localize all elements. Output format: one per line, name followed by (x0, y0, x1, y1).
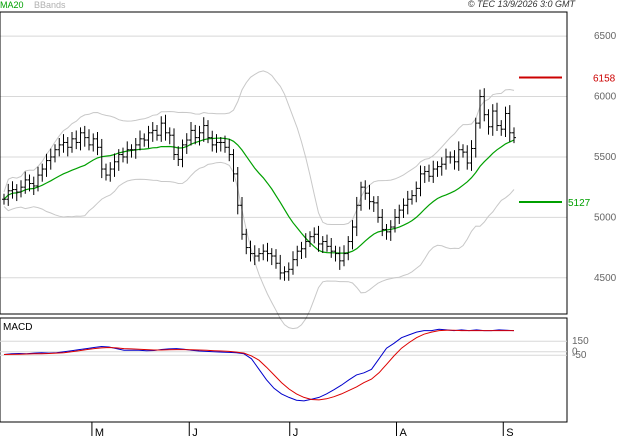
macd-line (3, 328, 515, 402)
grid-layer (0, 35, 567, 279)
moving-average-layer (3, 137, 515, 254)
price-y-tick-label: 4500 (594, 273, 617, 284)
price-y-tick-label: 5000 (594, 212, 617, 223)
x-axis-tick-label: J (293, 427, 299, 439)
legend-ma20: MA20 (0, 0, 24, 10)
macd-signal-line (3, 329, 514, 401)
macd-y-tick-label: 150 (572, 336, 589, 347)
support-level-label: 5127 (568, 198, 591, 209)
x-axis-tick-label: S (506, 427, 513, 439)
bollinger-lower-line (3, 161, 515, 330)
price-panel-frame (0, 11, 568, 315)
legend-bbands: BBands (34, 0, 66, 10)
x-axis-tick-label: M (95, 427, 104, 439)
ma20-line (3, 137, 515, 254)
chart-legend: MA20 BBands (0, 0, 66, 10)
macd-panel-frame (0, 317, 568, 423)
price-y-tick-label: 6000 (594, 92, 617, 103)
x-axis-tick-label: J (192, 427, 198, 439)
axes-layer: 4500 5000 5500 6000 6500 M J J A S (0, 11, 617, 439)
bollinger-bands-layer (3, 70, 515, 330)
copyright-note: © TEC 13/9/2026 3:0 GMT (467, 0, 575, 9)
x-axis-tick-label: A (400, 427, 408, 439)
resistance-level-label: 6158 (593, 73, 616, 84)
macd-panel-label: MACD (3, 322, 32, 333)
bollinger-upper-line (3, 70, 515, 225)
macd-y-tick-label: 0 (572, 347, 578, 358)
price-y-tick-label: 6500 (594, 31, 617, 42)
price-bars-layer (2, 88, 516, 281)
price-y-tick-label: 5500 (594, 152, 617, 163)
macd-y-tick-label: -50 (572, 350, 587, 361)
support-resistance-layer: 6158 5127 (519, 73, 616, 209)
